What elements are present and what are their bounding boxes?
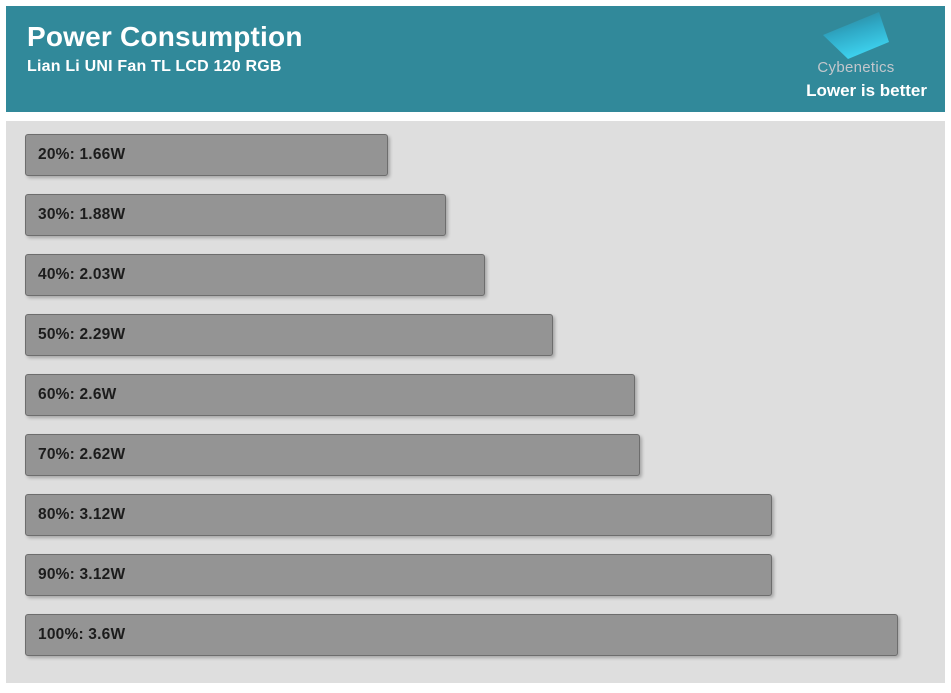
bar-label: 30%: 1.88W — [38, 206, 126, 223]
plot-area: 20%: 1.66W 30%: 1.88W 40%: 2.03W 50%: 2.29W… — [6, 121, 945, 683]
chart-card: Power Consumption Lian Li UNI Fan TL LCD… — [6, 6, 945, 683]
brand-block: Cybenetics Lower is better — [781, 11, 931, 101]
lower-is-better-note: Lower is better — [806, 81, 927, 100]
bar-70%: 70%: 2.62W — [25, 434, 640, 476]
bar-label: 100%: 3.6W — [38, 626, 126, 643]
bar-60%: 60%: 2.6W — [25, 374, 635, 416]
brand-name: Cybenetics — [817, 59, 895, 76]
bar-90%: 90%: 3.12W — [25, 554, 772, 596]
chart-header: Power Consumption Lian Li UNI Fan TL LCD… — [6, 6, 945, 112]
chart-title: Power Consumption — [27, 21, 303, 52]
bar-label: 50%: 2.29W — [38, 326, 126, 343]
bar-label: 20%: 1.66W — [38, 146, 126, 163]
cybenetics-logo-icon — [823, 12, 889, 59]
bar-100%: 100%: 3.6W — [25, 614, 898, 656]
bar-label: 70%: 2.62W — [38, 446, 126, 463]
bar-label: 80%: 3.12W — [38, 506, 126, 523]
bar-40%: 40%: 2.03W — [25, 254, 485, 296]
chart-subtitle: Lian Li UNI Fan TL LCD 120 RGB — [27, 58, 282, 75]
bar-label: 90%: 3.12W — [38, 566, 126, 583]
bar-label: 40%: 2.03W — [38, 266, 126, 283]
bar-50%: 50%: 2.29W — [25, 314, 553, 356]
bar-80%: 80%: 3.12W — [25, 494, 772, 536]
bar-label: 60%: 2.6W — [38, 386, 117, 403]
bar-30%: 30%: 1.88W — [25, 194, 446, 236]
title-block: Power Consumption Lian Li UNI Fan TL LCD… — [27, 19, 303, 76]
bar-20%: 20%: 1.66W — [25, 134, 388, 176]
